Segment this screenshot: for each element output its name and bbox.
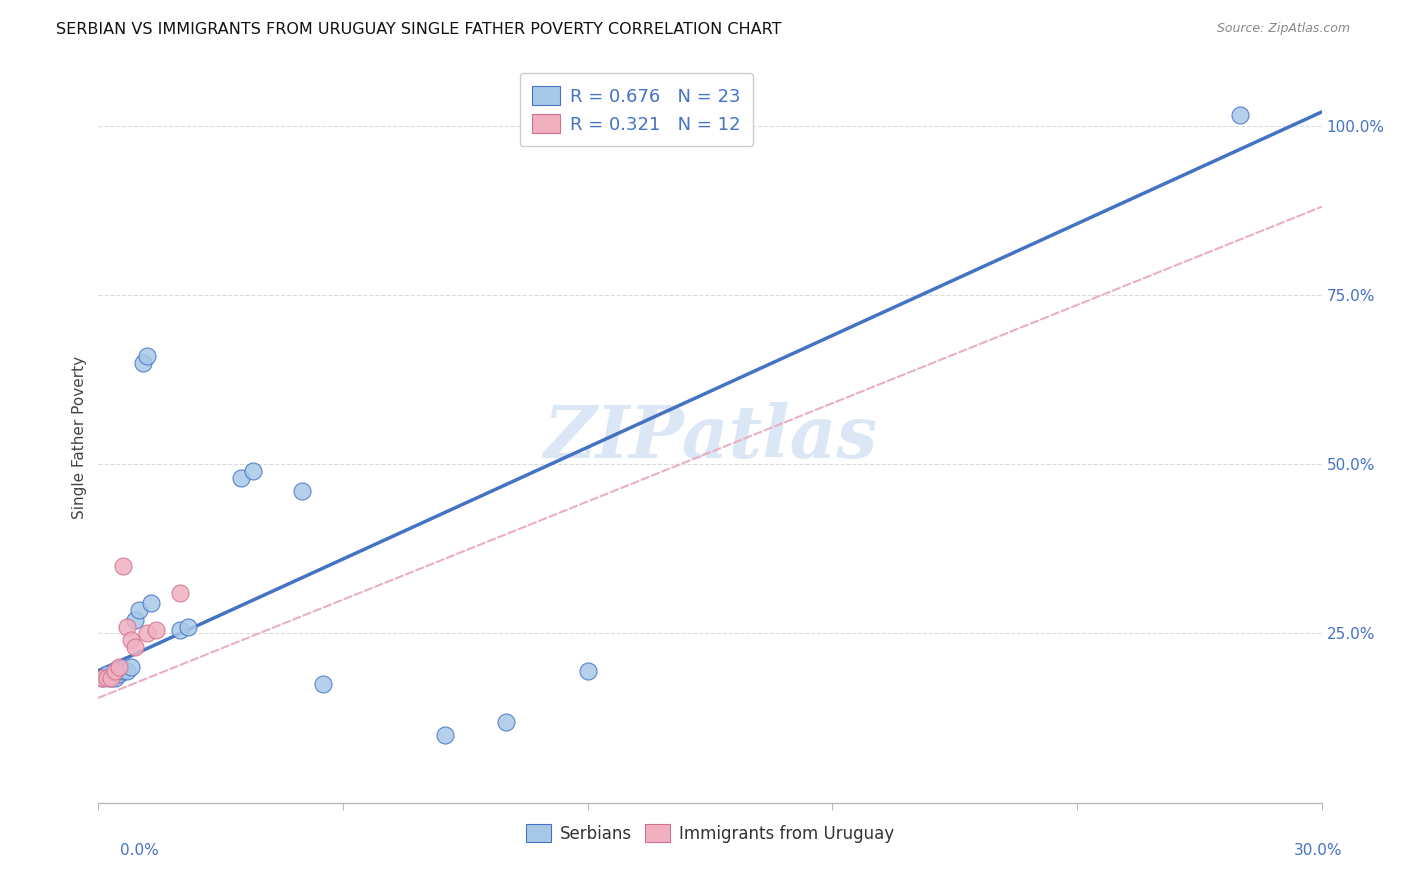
Point (111, 664, 134, 678)
Point (115, 620, 138, 634)
Point (145, 623, 167, 637)
Point (291, 484, 314, 499)
Point (91, 671, 114, 685)
Point (169, 623, 191, 637)
Point (108, 667, 131, 681)
Point (108, 660, 131, 674)
Point (115, 664, 138, 678)
Point (576, 664, 599, 678)
Point (100, 671, 122, 685)
Point (111, 558, 134, 573)
Point (136, 626, 159, 640)
Point (434, 728, 457, 742)
Point (120, 633, 142, 648)
Point (169, 586, 191, 600)
Y-axis label: Single Father Poverty: Single Father Poverty (72, 356, 87, 518)
Point (141, 596, 163, 610)
Point (242, 464, 264, 478)
Point (96, 667, 118, 681)
Point (124, 640, 146, 654)
Point (1229, 108, 1251, 122)
Point (120, 660, 142, 674)
Point (136, 349, 159, 363)
Point (104, 664, 127, 678)
Text: 30.0%: 30.0% (1295, 843, 1343, 858)
Point (231, 471, 253, 485)
Point (124, 613, 146, 627)
Point (132, 355, 155, 369)
Legend: Serbians, Immigrants from Uruguay: Serbians, Immigrants from Uruguay (520, 817, 900, 849)
Point (128, 603, 150, 617)
Point (100, 671, 122, 685)
Text: SERBIAN VS IMMIGRANTS FROM URUGUAY SINGLE FATHER POVERTY CORRELATION CHART: SERBIAN VS IMMIGRANTS FROM URUGUAY SINGL… (56, 22, 782, 37)
Text: ZIPatlas: ZIPatlas (543, 401, 877, 473)
Text: 0.0%: 0.0% (120, 843, 159, 858)
Point (96, 671, 118, 685)
Point (177, 620, 200, 634)
Point (495, 714, 517, 729)
Text: Source: ZipAtlas.com: Source: ZipAtlas.com (1216, 22, 1350, 36)
Point (104, 671, 127, 685)
Point (312, 677, 335, 691)
Point (91, 671, 114, 685)
